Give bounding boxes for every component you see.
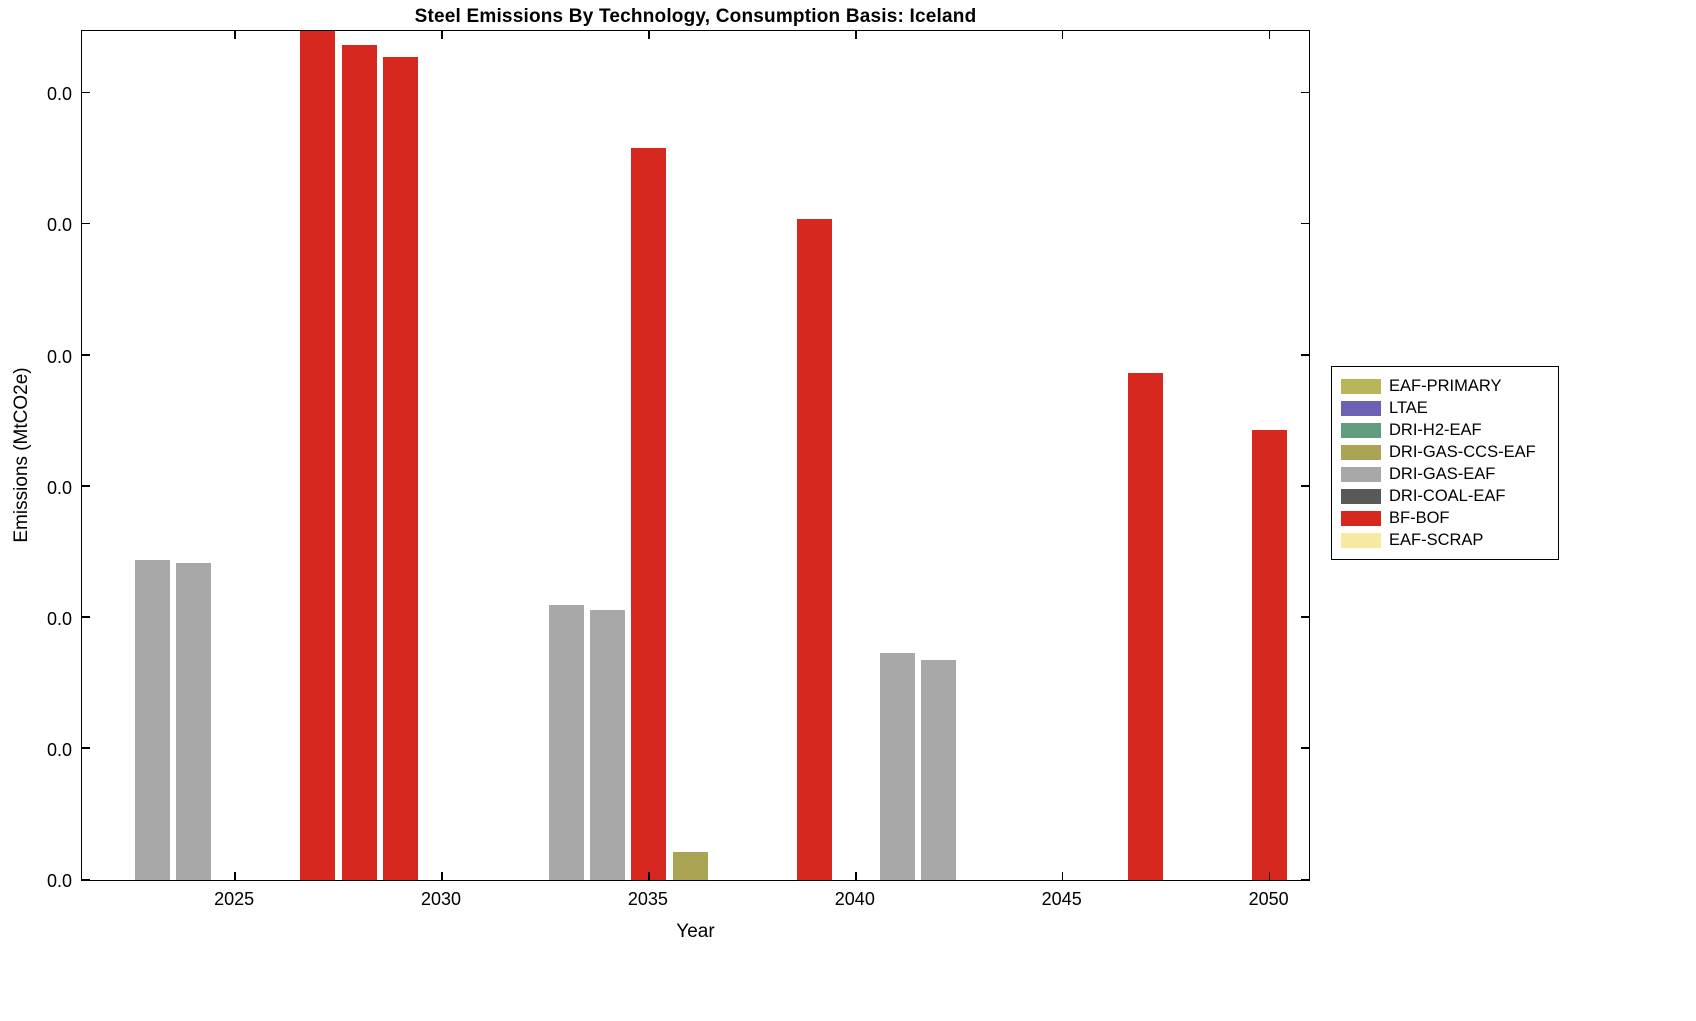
bar-2033-dri-gas-eaf: [548, 604, 584, 880]
y-tick-label: 0.0: [46, 84, 72, 105]
bar-2028-bf-bof: [341, 44, 377, 880]
y-tick-mark: [1301, 747, 1309, 749]
y-tick-mark: [1301, 91, 1309, 94]
legend-label: EAF-PRIMARY: [1389, 376, 1502, 395]
x-tick-mark: [1061, 872, 1064, 880]
y-tick-mark: [82, 747, 90, 749]
legend-item-dri-h2-eaf: DRI-H2-EAF: [1341, 419, 1552, 441]
y-tick-mark: [1301, 485, 1309, 487]
legend-item-dri-coal-eaf: DRI-COAL-EAF: [1341, 485, 1552, 507]
legend-item-eaf-primary: EAF-PRIMARY: [1341, 375, 1552, 397]
y-tick-mark: [82, 222, 90, 225]
legend-item-bf-bof: BF-BOF: [1341, 507, 1552, 529]
x-axis-label: Year: [676, 921, 715, 942]
legend-item-dri-gas-eaf: DRI-GAS-EAF: [1341, 463, 1552, 485]
legend-swatch: [1341, 488, 1381, 504]
legend-swatch: [1341, 444, 1381, 460]
legend-label: DRI-H2-EAF: [1389, 420, 1482, 439]
x-tick-label: 2045: [1041, 889, 1082, 909]
bar-2036-dri-gas-ccs-eaf: [672, 852, 708, 880]
legend-label: LTAE: [1389, 398, 1428, 417]
x-tick-label: 2050: [1248, 889, 1289, 909]
bar-2027-bf-bof: [300, 31, 336, 880]
y-tick-mark: [82, 485, 90, 487]
y-tick-label: 0.0: [46, 871, 72, 891]
y-tick-mark: [1301, 878, 1309, 880]
x-tick-mark: [234, 872, 236, 880]
bar-2039-bf-bof: [796, 219, 833, 880]
x-tick-mark: [441, 872, 443, 880]
legend-swatch: [1341, 400, 1381, 416]
legend-swatch: [1341, 510, 1381, 526]
chart-title: Steel Emissions By Technology, Consumpti…: [414, 6, 977, 27]
y-tick-label: 0.0: [46, 346, 72, 367]
x-tick-mark: [1268, 31, 1271, 39]
legend-item-dri-gas-ccs-eaf: DRI-GAS-CCS-EAF: [1341, 441, 1552, 463]
x-tick-label: 2025: [214, 889, 255, 909]
legend-label: DRI-GAS-CCS-EAF: [1389, 442, 1536, 461]
bar-2050-bf-bof: [1252, 430, 1288, 880]
x-tick-mark: [441, 31, 443, 39]
bar-2041-dri-gas-eaf: [879, 653, 915, 880]
y-tick-label: 0.0: [46, 608, 72, 629]
legend-item-ltae: LTAE: [1341, 397, 1552, 419]
legend-label: EAF-SCRAP: [1389, 530, 1484, 549]
y-tick-mark: [82, 354, 90, 356]
legend-swatch: [1341, 378, 1381, 394]
legend-label: BF-BOF: [1389, 508, 1450, 527]
x-tick-mark: [648, 872, 650, 880]
y-tick-mark: [82, 616, 90, 618]
legend-swatch: [1341, 532, 1381, 548]
y-tick-mark: [82, 91, 90, 94]
bar-2029-bf-bof: [383, 56, 419, 880]
x-tick-mark: [1268, 872, 1271, 880]
bar-2023-dri-gas-eaf: [134, 560, 170, 880]
bar-2034-dri-gas-eaf: [589, 609, 626, 880]
y-tick-mark: [1301, 616, 1309, 618]
bar-2042-dri-gas-eaf: [920, 659, 957, 880]
y-tick-label: 0.0: [46, 215, 72, 236]
legend-swatch: [1341, 422, 1381, 438]
y-tick-label: 0.0: [46, 477, 72, 498]
x-tick-label: 2030: [420, 889, 462, 909]
legend-label: DRI-COAL-EAF: [1389, 486, 1506, 505]
y-tick-mark: [1301, 222, 1309, 225]
x-tick-mark: [648, 31, 650, 39]
y-axis-label: Emissions (MtCO2e): [11, 367, 32, 543]
legend-swatch: [1341, 466, 1381, 482]
bar-2024-dri-gas-eaf: [176, 562, 212, 880]
x-tick-mark: [855, 31, 857, 39]
x-tick-mark: [855, 872, 857, 880]
x-tick-mark: [1061, 31, 1064, 39]
y-tick-label: 0.0: [46, 739, 72, 760]
legend: EAF-PRIMARY LTAE DRI-H2-EAF DRI-GAS-CCS-EAF…: [1331, 366, 1559, 560]
legend-item-eaf-scrap: EAF-SCRAP: [1341, 529, 1552, 551]
x-tick-mark: [234, 31, 236, 39]
plot-area: [81, 30, 1310, 881]
y-tick-mark: [82, 878, 90, 880]
bar-2047-bf-bof: [1127, 372, 1164, 880]
legend-label: DRI-GAS-EAF: [1389, 464, 1496, 483]
bar-2035-bf-bof: [631, 148, 667, 880]
x-tick-label: 2040: [834, 889, 875, 909]
x-tick-label: 2035: [627, 889, 668, 909]
y-tick-mark: [1301, 354, 1309, 356]
